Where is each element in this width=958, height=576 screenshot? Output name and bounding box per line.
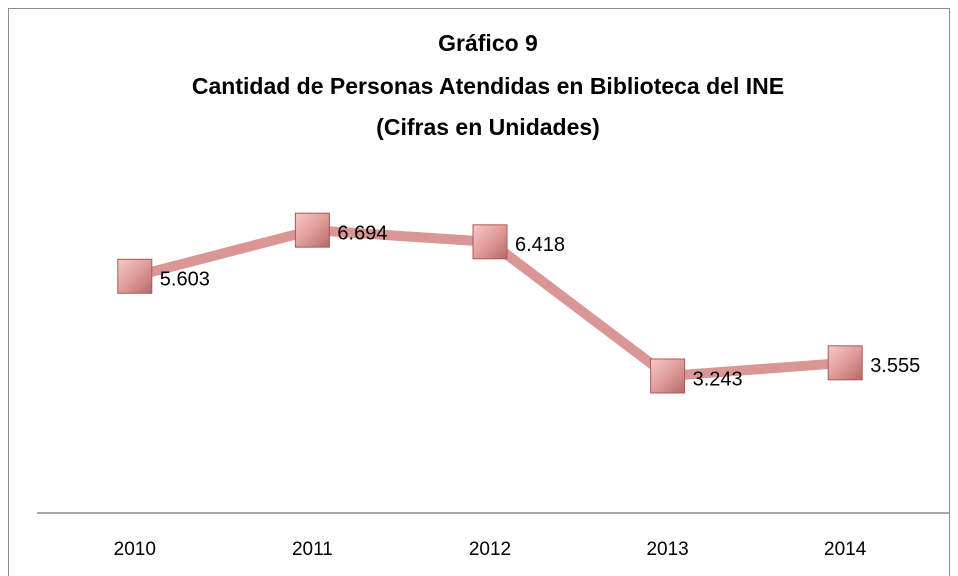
chart-title: Gráfico 9 bbox=[438, 30, 538, 56]
data-marker bbox=[650, 358, 686, 394]
x-tick-label: 2014 bbox=[824, 539, 867, 560]
data-marker bbox=[827, 345, 863, 381]
x-tick-label: 2012 bbox=[469, 539, 511, 560]
x-tick-label: 2011 bbox=[292, 539, 333, 560]
data-marker bbox=[472, 224, 508, 260]
x-tick-label: 2013 bbox=[646, 539, 688, 560]
chart-frame bbox=[8, 8, 950, 576]
chart-title: (Cifras en Unidades) bbox=[376, 114, 600, 140]
data-marker bbox=[294, 212, 330, 248]
data-label: 6.418 bbox=[515, 234, 565, 256]
data-label: 3.243 bbox=[693, 368, 743, 390]
data-label: 5.603 bbox=[160, 269, 210, 291]
chart-title: Cantidad de Personas Atendidas en Biblio… bbox=[192, 73, 784, 99]
data-marker bbox=[117, 258, 153, 294]
data-label: 6.694 bbox=[337, 222, 387, 244]
data-label: 3.555 bbox=[870, 355, 920, 377]
x-tick-label: 2010 bbox=[114, 539, 156, 560]
